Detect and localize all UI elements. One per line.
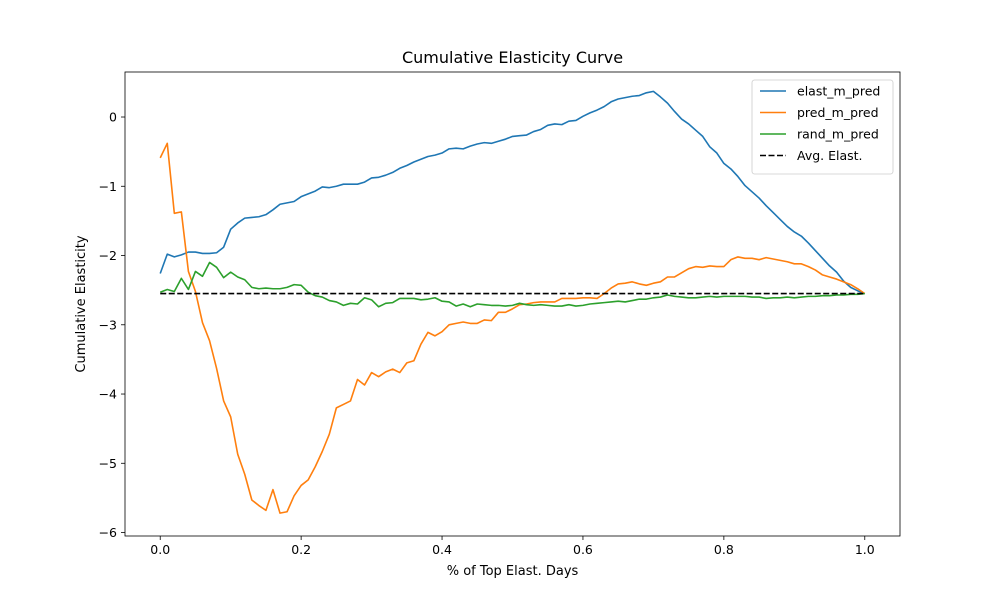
series-line-pred-m-pred	[159, 142, 866, 514]
x-tick-label: 0.4	[432, 542, 452, 557]
y-tick-label: 0	[109, 110, 117, 125]
y-axis-ticks: 0 −1 −2 −3 −4 −5 −6	[99, 110, 125, 540]
y-tick-label: −4	[99, 387, 117, 402]
y-axis-label: Cumulative Elasticity	[74, 235, 89, 372]
y-tick-label: −1	[99, 179, 117, 194]
plot-lines	[159, 90, 866, 514]
y-tick-label: −2	[99, 248, 117, 263]
x-tick-label: 0.2	[291, 542, 311, 557]
legend-label: Avg. Elast.	[797, 148, 863, 163]
series-line-rand-m-pred	[159, 261, 865, 308]
series-line-elast-m-pred	[159, 90, 866, 295]
legend-label: elast_m_pred	[797, 84, 880, 99]
legend-label: rand_m_pred	[797, 127, 879, 142]
y-tick-label: −6	[99, 525, 117, 540]
x-tick-label: 0.0	[150, 542, 170, 557]
x-tick-label: 0.6	[573, 542, 593, 557]
legend-box	[751, 79, 894, 175]
legend: elast_m_pred pred_m_pred rand_m_pred Avg. E…	[751, 79, 894, 175]
y-tick-label: −3	[99, 317, 117, 332]
x-tick-label: 0.8	[714, 542, 734, 557]
chart-title: Cumulative Elasticity Curve	[402, 48, 623, 67]
x-tick-label: 1.0	[855, 542, 875, 557]
plot-frame	[124, 71, 901, 537]
legend-label: pred_m_pred	[797, 105, 879, 120]
x-axis-label: % of Top Elast. Days	[447, 564, 579, 579]
y-tick-label: −5	[99, 456, 117, 471]
x-axis-ticks: 0.0 0.2 0.4 0.6 0.8 1.0	[150, 536, 875, 557]
